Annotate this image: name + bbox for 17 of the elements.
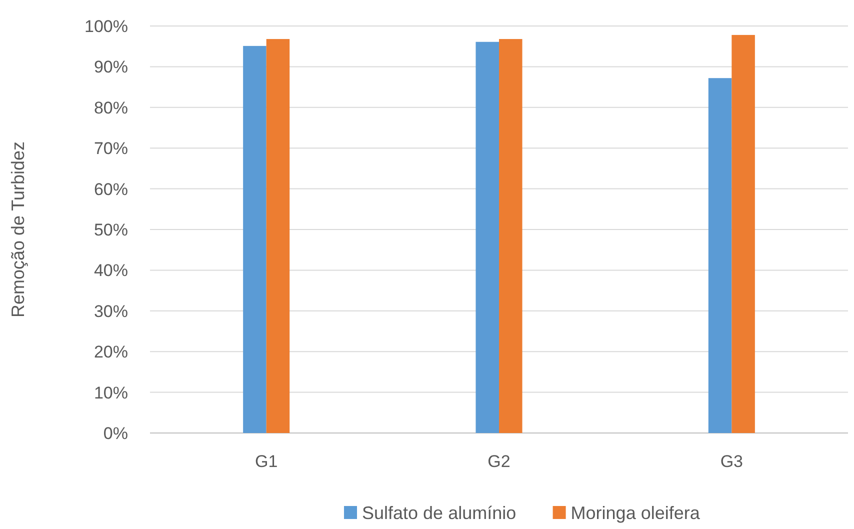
y-tick-label: 10% bbox=[94, 383, 128, 402]
y-tick-label: 30% bbox=[94, 302, 128, 321]
y-tick-label: 90% bbox=[94, 58, 128, 77]
y-tick-label: 20% bbox=[94, 342, 128, 362]
legend-label: Moringa oleifera bbox=[570, 503, 701, 523]
y-tick-label: 40% bbox=[94, 261, 128, 280]
y-tick-label: 60% bbox=[94, 180, 128, 199]
y-axis-title: Remoção de Turbidez bbox=[8, 141, 28, 318]
y-tick-label: 70% bbox=[94, 139, 128, 158]
y-tick-label: 0% bbox=[103, 424, 128, 443]
y-tick-label: 50% bbox=[94, 220, 128, 240]
y-tick-label: 100% bbox=[84, 16, 128, 36]
x-tick-label: G1 bbox=[254, 452, 278, 471]
x-tick-label: G3 bbox=[720, 452, 744, 471]
legend-label: Sulfato de alumínio bbox=[362, 503, 516, 523]
y-tick-label: 80% bbox=[94, 98, 128, 118]
x-tick-label: G2 bbox=[488, 452, 510, 471]
